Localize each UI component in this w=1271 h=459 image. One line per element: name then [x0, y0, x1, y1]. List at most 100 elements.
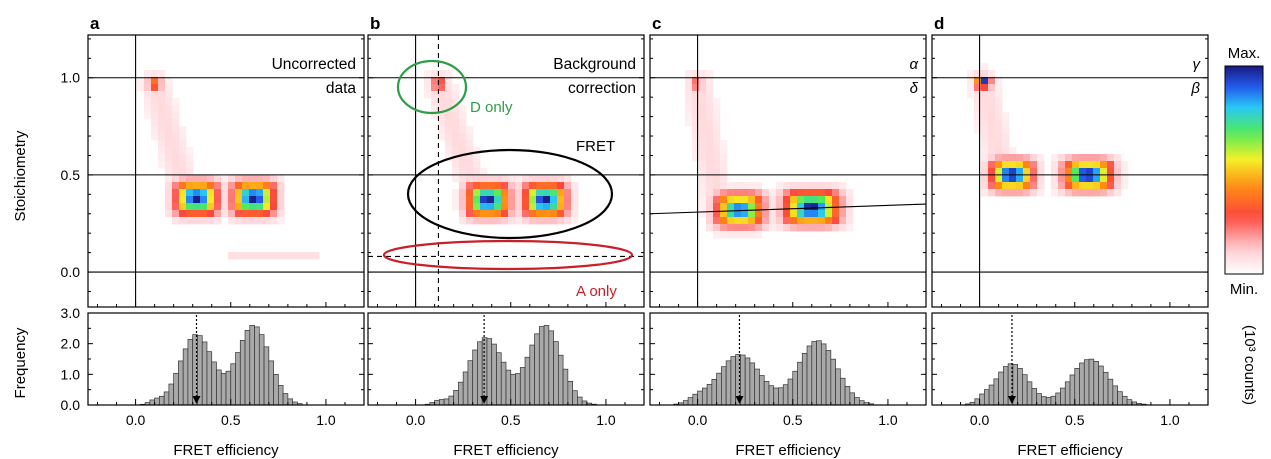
histogram-bar	[1117, 391, 1123, 406]
heatmap-cell	[522, 217, 530, 225]
heatmap-cell	[1037, 168, 1045, 176]
histogram-bar	[1112, 385, 1118, 406]
heatmap-cell	[452, 119, 460, 127]
histogram-bar	[830, 358, 836, 406]
heatmap-cell	[263, 189, 271, 197]
heatmap-cell	[179, 154, 187, 162]
heatmap-cell	[557, 189, 565, 197]
heatmap-cell	[988, 133, 996, 141]
heatmap-cell	[186, 161, 194, 169]
heatmap-cell	[186, 203, 194, 211]
heatmap-cell	[228, 175, 236, 183]
heatmap-cell	[713, 189, 721, 197]
heatmap-cell	[1037, 154, 1045, 162]
d-only-circle	[396, 59, 468, 115]
histogram-bar	[1126, 399, 1133, 406]
heatmap-cell	[995, 91, 1003, 99]
histogram-bar	[434, 399, 440, 406]
heatmap-cell	[988, 161, 996, 169]
heatmap-cell	[720, 217, 728, 225]
heatmap-cell	[298, 252, 306, 260]
heatmap-cell	[242, 217, 250, 225]
heatmap-cell	[1093, 168, 1101, 176]
panel-annotation: data	[326, 80, 357, 97]
heatmap-cell	[158, 84, 166, 92]
heatmap-cell	[692, 91, 700, 99]
heatmap-cell	[459, 154, 467, 162]
heatmap-cell	[1051, 154, 1059, 162]
heatmap-cell	[825, 217, 833, 225]
histogram-bar	[773, 387, 779, 406]
histogram-bar	[477, 341, 483, 406]
heatmap-cell	[1100, 154, 1108, 162]
histogram-bar	[1074, 368, 1080, 406]
heatmap-cell	[172, 126, 180, 134]
heatmap-cell	[487, 210, 495, 218]
heatmap-cell	[846, 224, 854, 232]
histogram-bar	[472, 349, 478, 406]
histogram-bar	[825, 350, 832, 406]
heatmap-cell	[741, 217, 749, 225]
heatmap-cell	[974, 84, 982, 92]
heatmap-cell	[1037, 182, 1045, 190]
heatmap-cell	[151, 126, 159, 134]
heatmap-cell	[797, 182, 805, 190]
heatmap-cell	[706, 112, 714, 120]
heatmap-cell	[235, 175, 243, 183]
mean-arrow-head	[735, 396, 744, 404]
heatmap-cell	[713, 196, 721, 204]
heatmap-cell	[797, 189, 805, 197]
heatmap-cell	[158, 77, 166, 85]
heatmap-cell	[459, 217, 467, 225]
heatmap-cell	[179, 196, 187, 204]
heatmap-cell	[974, 112, 982, 120]
heatmap-cell	[1065, 168, 1073, 176]
heatmap-cell	[571, 210, 579, 218]
histogram-bar	[491, 343, 497, 406]
heatmap-cell	[543, 210, 551, 218]
heatmap-cell	[564, 217, 572, 225]
heatmap-cell	[193, 175, 201, 183]
heatmap-cell	[466, 182, 474, 190]
heatmap-cell	[825, 182, 833, 190]
heatmap-cell	[193, 189, 201, 197]
heatmap-cell	[1051, 182, 1059, 190]
x-tick-label: 0.5	[221, 412, 241, 428]
heatmap-cell	[981, 168, 989, 176]
heatmap-cell	[1009, 147, 1017, 155]
heatmap-cell	[995, 189, 1003, 197]
histogram-bar	[1079, 362, 1085, 406]
histogram-bar	[557, 354, 564, 406]
heatmap-cell	[727, 196, 735, 204]
heatmap-cell	[235, 252, 243, 260]
heatmap-cell	[839, 182, 847, 190]
heatmap-cell	[727, 231, 735, 239]
histogram-bar	[462, 371, 469, 406]
heatmap-cell	[200, 210, 208, 218]
heatmap-cell	[811, 189, 819, 197]
heatmap-cell	[825, 203, 833, 211]
heatmap-cell	[452, 189, 460, 197]
heatmap-cell	[713, 168, 721, 176]
heatmap-cell	[706, 196, 714, 204]
heatmap-cell	[480, 210, 488, 218]
y-tick-label: 1.0	[61, 366, 81, 382]
heatmap-cell	[1079, 189, 1087, 197]
heatmap-cell	[543, 189, 551, 197]
heatmap-cell	[755, 189, 763, 197]
heatmap-cell	[214, 182, 222, 190]
heatmap-cell	[1086, 189, 1094, 197]
histogram-bar	[782, 384, 789, 406]
heatmap-cell	[172, 217, 180, 225]
heatmap-cell	[445, 133, 453, 141]
heatmap-cell	[1023, 182, 1031, 190]
heatmap-cell	[706, 203, 714, 211]
histogram-bar	[201, 341, 208, 406]
heatmap-cell	[1100, 161, 1108, 169]
heatmap-cell	[501, 210, 509, 218]
heatmap-cell	[981, 63, 989, 71]
heatmap-cell	[249, 210, 257, 218]
histogram-bar	[458, 381, 464, 406]
heatmap-cell	[459, 112, 467, 120]
heatmap-cell	[699, 98, 707, 106]
